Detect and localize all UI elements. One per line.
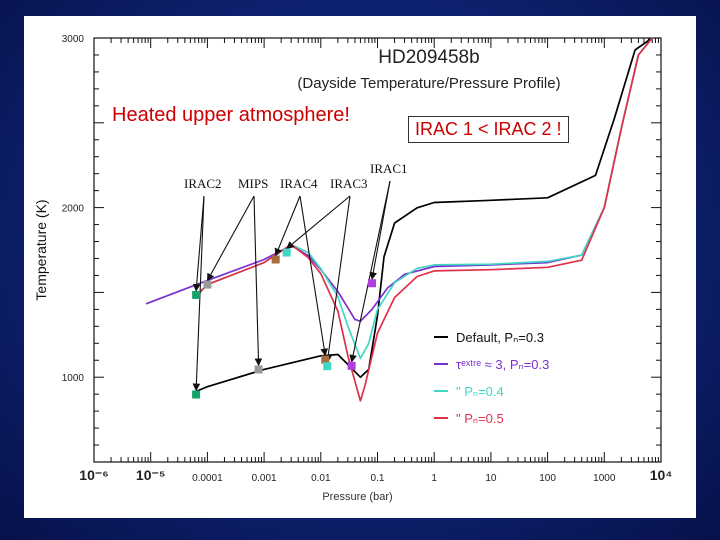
slide-panel: 10⁻⁶ 10⁻⁵ 0.0001 0.001 0.01 0.1 1 10 100 1000 10⁴ 1… [24,16,696,518]
arrow-irac2 [192,195,205,292]
x-tick-label: 0.1 [371,473,385,484]
arrow-mips [206,195,255,282]
temperature-pressure-chart: 10⁻⁶ 10⁻⁵ 0.0001 0.001 0.01 0.1 1 10 100 1000 10⁴ 1… [33,34,673,503]
marker-irac3 [282,248,291,257]
arrow-mips [253,195,263,367]
band-label-irac4: IRAC4 [280,176,318,191]
y-axis-label: Temperature (K) [33,199,49,300]
x-tick-label: 0.001 [252,473,277,484]
heated-atmosphere-callout: Heated upper atmosphere! [112,104,350,126]
chart-subtitle: (Dayside Temperature/Pressure Profile) [297,75,560,92]
marker-mips [203,280,212,289]
y-tick-label: 1000 [62,373,85,384]
band-label-irac1: IRAC1 [370,161,408,176]
x-axis-label: Pressure (bar) [322,491,392,503]
arrow-irac3 [324,195,351,363]
band-label-irac2: IRAC2 [184,176,222,191]
marker-irac4 [321,355,330,364]
legend-label-2: " Pₙ=0.4 [456,384,504,399]
y-tick-label: 3000 [62,34,85,45]
x-tick-label: 100 [539,473,556,484]
arrow-irac4 [299,195,329,357]
marker-irac4 [271,255,280,264]
arrow-irac1 [349,180,391,363]
marker-irac2 [192,390,201,399]
legend-label-3: " Pₙ=0.5 [456,411,504,426]
x-tick-label: 10 [485,473,497,484]
arrow-irac3 [286,195,351,250]
band-label-irac3: IRAC3 [330,176,368,191]
arrow-irac4 [274,195,301,257]
series-line-3 [195,37,653,402]
marker-irac1 [368,279,377,288]
marker-irac1 [347,361,356,370]
marker-mips [254,365,263,374]
marker-irac3 [323,362,332,371]
x-tick-label: 0.01 [311,473,331,484]
legend-label-1: τᵉˣᵗʳᵉ ≈ 3, Pₙ=0.3 [456,357,549,372]
irac-comparison-callout: IRAC 1 < IRAC 2 ! [408,116,569,143]
y-tick-label: 2000 [62,204,85,215]
x-tick-label: 10⁻⁶ [79,467,108,483]
x-tick-label: 1000 [593,473,616,484]
chart-title: HD209458b [378,47,479,68]
marker-irac2 [192,290,201,299]
x-tick-label: 10⁻⁵ [136,467,166,483]
x-tick-label: 0.0001 [192,473,223,484]
legend-label-0: Default, Pₙ=0.3 [456,330,544,345]
band-label-mips: MIPS [238,176,268,191]
x-tick-label: 10⁴ [650,467,673,483]
x-tick-label: 1 [431,473,437,484]
